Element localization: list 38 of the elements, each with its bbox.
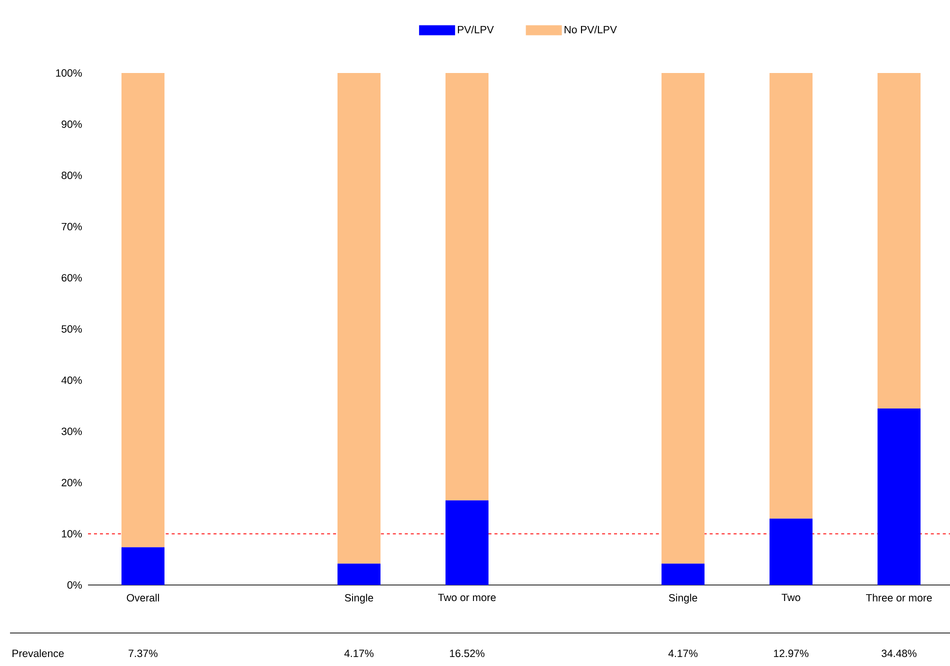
text: Prevalence <box>12 649 64 658</box>
legend-label: PV/LPV <box>458 26 494 34</box>
data-label: 4.17% <box>344 650 374 658</box>
data-label: 12.97% <box>774 650 808 658</box>
y-tick-label: 40% <box>61 376 82 384</box>
y-tick-label: 10% <box>62 530 82 538</box>
y-tick-label: 20% <box>62 478 82 486</box>
bar <box>121 547 164 585</box>
x-tick-label: Three or more <box>866 594 932 602</box>
y-tick-label: 100% <box>56 69 82 77</box>
y-tick-label: 90% <box>62 120 82 128</box>
bar <box>770 518 813 585</box>
x-tick-label: Two or more <box>438 594 496 602</box>
bar <box>446 500 489 585</box>
x-tick-label: Two <box>782 594 800 602</box>
bar <box>878 72 921 408</box>
x-tick-label: Single <box>344 594 374 604</box>
bar <box>446 72 489 500</box>
data-label: 4.17% <box>668 650 698 658</box>
y-tick-label: 30% <box>62 428 82 436</box>
y-tick-label: 0% <box>67 581 82 589</box>
data-label: 16.52% <box>450 650 484 658</box>
legend-label: No PV/LPV <box>564 26 617 34</box>
y-tick-label: 60% <box>62 274 82 282</box>
data-label: 7.37% <box>128 650 158 658</box>
bar <box>338 72 380 564</box>
bar <box>770 72 813 519</box>
y-tick-label: 70% <box>62 222 82 230</box>
x-tick-label: Single <box>668 594 698 604</box>
bar <box>338 564 380 585</box>
bar <box>662 72 705 564</box>
y-tick-label: 50% <box>62 325 82 333</box>
bar <box>878 408 921 585</box>
x-tick-label: Overall <box>126 594 159 602</box>
bar <box>662 564 705 585</box>
data-label: 34.48% <box>882 650 916 658</box>
y-tick-label: 80% <box>62 172 82 180</box>
bar <box>121 72 164 548</box>
